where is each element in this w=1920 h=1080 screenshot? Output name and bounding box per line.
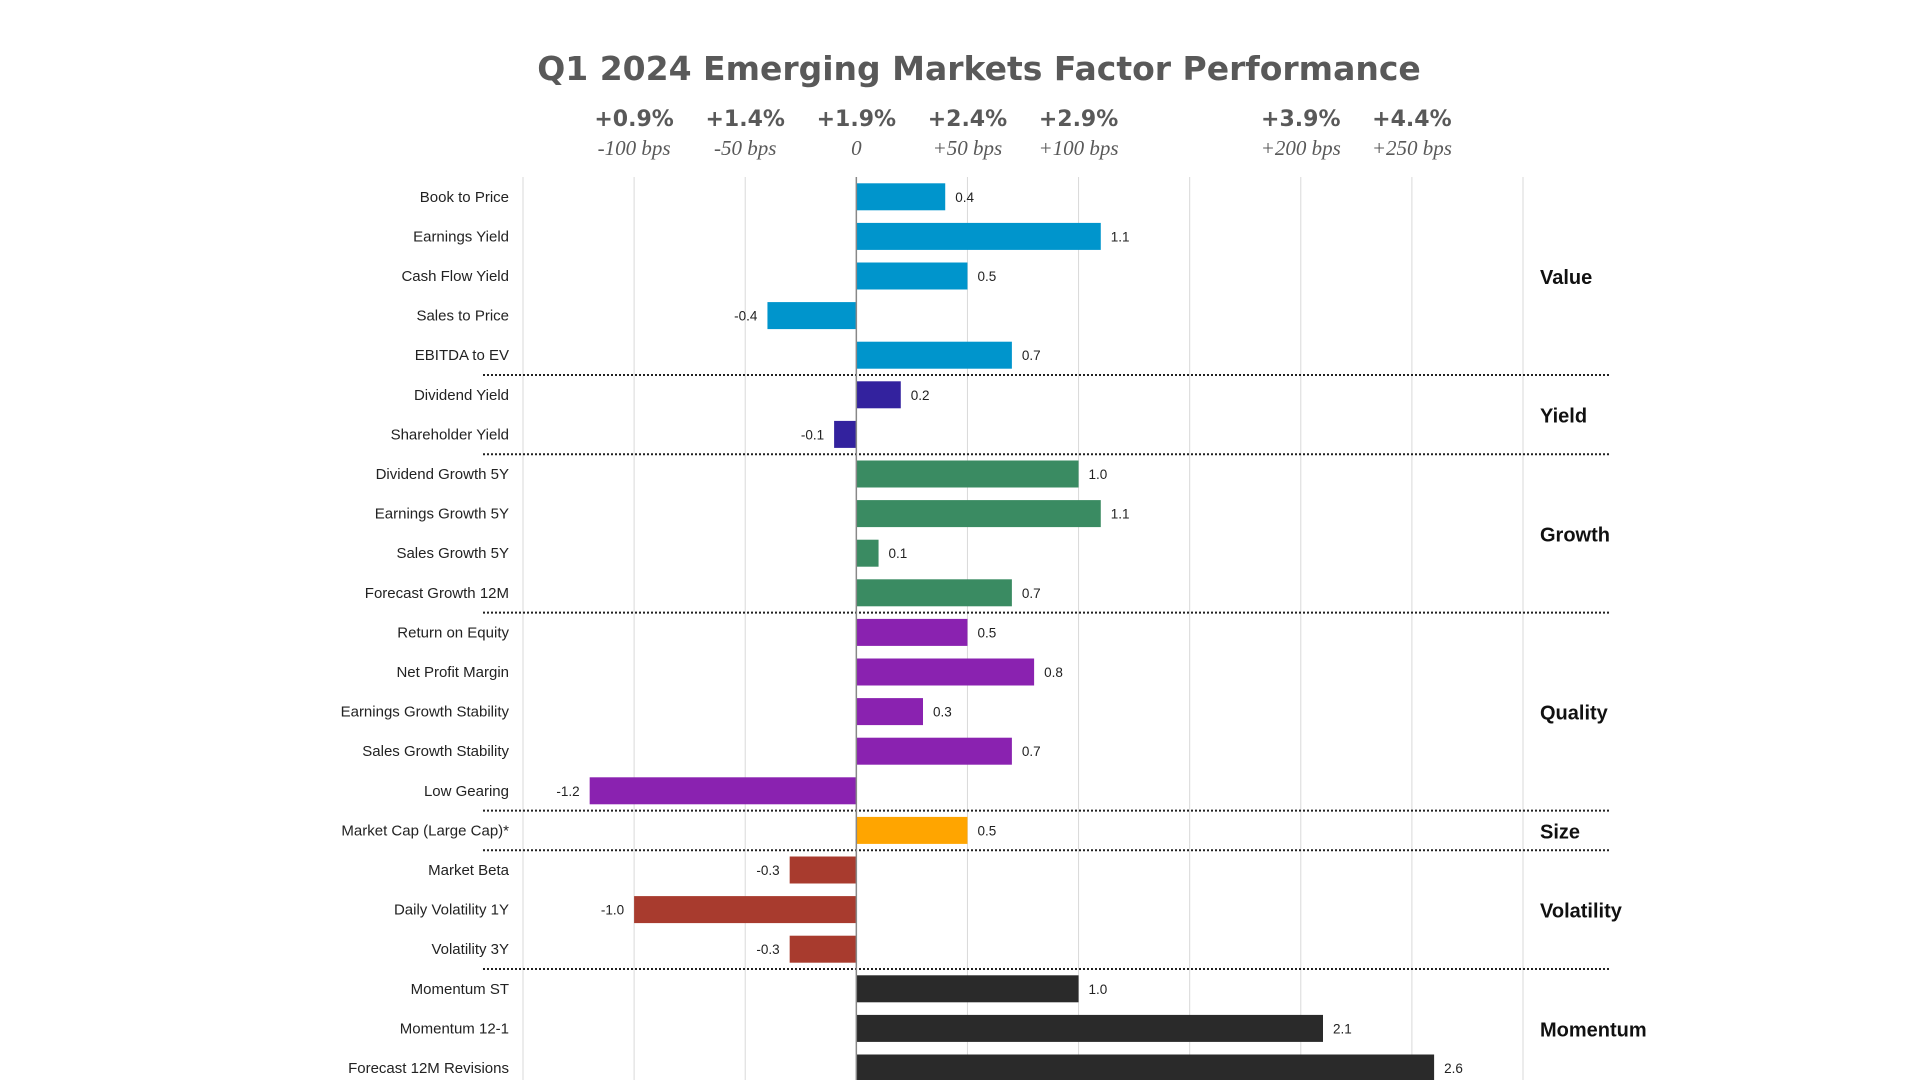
data-label: -0.4 <box>734 309 758 324</box>
data-label: -0.3 <box>756 942 779 957</box>
top-axis-return-label: +2.4% <box>928 107 1007 132</box>
data-label: 1.1 <box>1111 507 1130 522</box>
data-label: -0.3 <box>756 863 779 878</box>
bar <box>856 975 1079 1003</box>
top-axis-bps-label: +200 bps <box>1261 136 1341 160</box>
data-label: 0.5 <box>977 625 996 640</box>
category-label: Net Profit Margin <box>396 664 509 681</box>
data-label: 2.1 <box>1333 1021 1352 1036</box>
bar <box>856 579 1012 607</box>
category-label: Dividend Growth 5Y <box>376 466 509 483</box>
category-label: Forecast Growth 12M <box>365 585 509 602</box>
group-label: Growth <box>1540 524 1610 546</box>
bar <box>856 658 1035 686</box>
bar <box>856 500 1101 528</box>
data-label: 0.7 <box>1022 744 1041 759</box>
bar <box>856 381 901 409</box>
top-axis: +0.9% -100 bps +1.4% -50 bps +1.9% 0 +2.4% +50 … <box>594 107 1452 160</box>
data-label: 0.1 <box>889 546 908 561</box>
category-label: Earnings Growth Stability <box>341 704 510 721</box>
category-label: Sales Growth 5Y <box>396 545 509 562</box>
category-label: Volatility 3Y <box>431 941 509 958</box>
bar <box>856 341 1012 369</box>
top-axis-bps-label: +250 bps <box>1372 136 1452 160</box>
bar <box>589 777 857 805</box>
data-label: -1.2 <box>556 784 579 799</box>
bar <box>856 1014 1323 1042</box>
category-label: Market Beta <box>428 862 510 879</box>
data-label: -1.0 <box>601 903 624 918</box>
bar <box>856 262 968 290</box>
category-label: Dividend Yield <box>414 387 509 404</box>
group-label: Volatility <box>1540 901 1623 923</box>
data-label: 0.4 <box>955 190 974 205</box>
group-label: Momentum <box>1540 1019 1647 1041</box>
data-label: 0.5 <box>977 269 996 284</box>
top-axis-return-label: +2.9% <box>1039 107 1118 132</box>
bar <box>856 618 968 646</box>
bars: Book to Price 0.4 Earnings Yield 1.1 Cash Fl… <box>341 177 1647 1080</box>
bar <box>856 816 968 844</box>
bar <box>767 302 857 330</box>
category-label: Momentum ST <box>411 981 509 998</box>
top-axis-bps-label: +100 bps <box>1039 136 1119 160</box>
bar <box>856 183 946 211</box>
category-label: Shareholder Yield <box>391 426 509 443</box>
data-label: 1.0 <box>1089 982 1108 997</box>
category-label: Cash Flow Yield <box>401 268 509 285</box>
category-label: Forecast 12M Revisions <box>348 1060 509 1077</box>
gridlines <box>522 177 1524 1080</box>
group-label: Quality <box>1540 703 1609 725</box>
data-label: 0.8 <box>1044 665 1063 680</box>
bar <box>856 737 1012 765</box>
category-label: Return on Equity <box>397 624 509 641</box>
category-label: Sales to Price <box>416 308 509 325</box>
bar <box>789 935 857 963</box>
data-label: 1.1 <box>1111 229 1130 244</box>
top-axis-bps-label: 0 <box>851 136 862 160</box>
group-label: Yield <box>1540 406 1587 428</box>
bar <box>856 460 1079 488</box>
bar <box>856 539 879 567</box>
data-label: 0.7 <box>1022 348 1041 363</box>
top-axis-return-label: +1.4% <box>705 107 784 132</box>
category-label: Earnings Yield <box>413 228 509 245</box>
category-label: Book to Price <box>420 189 509 206</box>
bar <box>789 856 857 884</box>
top-axis-return-label: +1.9% <box>817 107 896 132</box>
data-label: 0.7 <box>1022 586 1041 601</box>
bar <box>634 896 857 924</box>
bar <box>856 222 1101 250</box>
data-label: 0.3 <box>933 705 952 720</box>
chart-title: Q1 2024 Emerging Markets Factor Performa… <box>537 49 1421 88</box>
category-label: Market Cap (Large Cap)* <box>341 822 509 839</box>
top-axis-bps-label: -50 bps <box>714 136 776 160</box>
group-label: Value <box>1540 267 1592 289</box>
category-label: Momentum 12-1 <box>400 1020 509 1037</box>
bar <box>856 1054 1435 1080</box>
top-axis-return-label: +3.9% <box>1261 107 1340 132</box>
data-label: 2.6 <box>1444 1061 1463 1076</box>
category-label: Low Gearing <box>424 783 509 800</box>
category-label: EBITDA to EV <box>415 347 509 364</box>
category-label: Daily Volatility 1Y <box>394 902 509 919</box>
data-label: 0.5 <box>977 823 996 838</box>
data-label: 1.0 <box>1089 467 1108 482</box>
top-axis-bps-label: +50 bps <box>933 136 1003 160</box>
top-axis-return-label: +4.4% <box>1372 107 1451 132</box>
category-label: Earnings Growth 5Y <box>375 506 509 523</box>
top-axis-bps-label: -100 bps <box>598 136 671 160</box>
data-label: -0.1 <box>801 427 824 442</box>
category-label: Sales Growth Stability <box>362 743 509 760</box>
bar <box>834 420 857 448</box>
group-label: Size <box>1540 821 1580 843</box>
data-label: 0.2 <box>911 388 930 403</box>
bar <box>856 698 923 726</box>
top-axis-return-label: +0.9% <box>594 107 673 132</box>
